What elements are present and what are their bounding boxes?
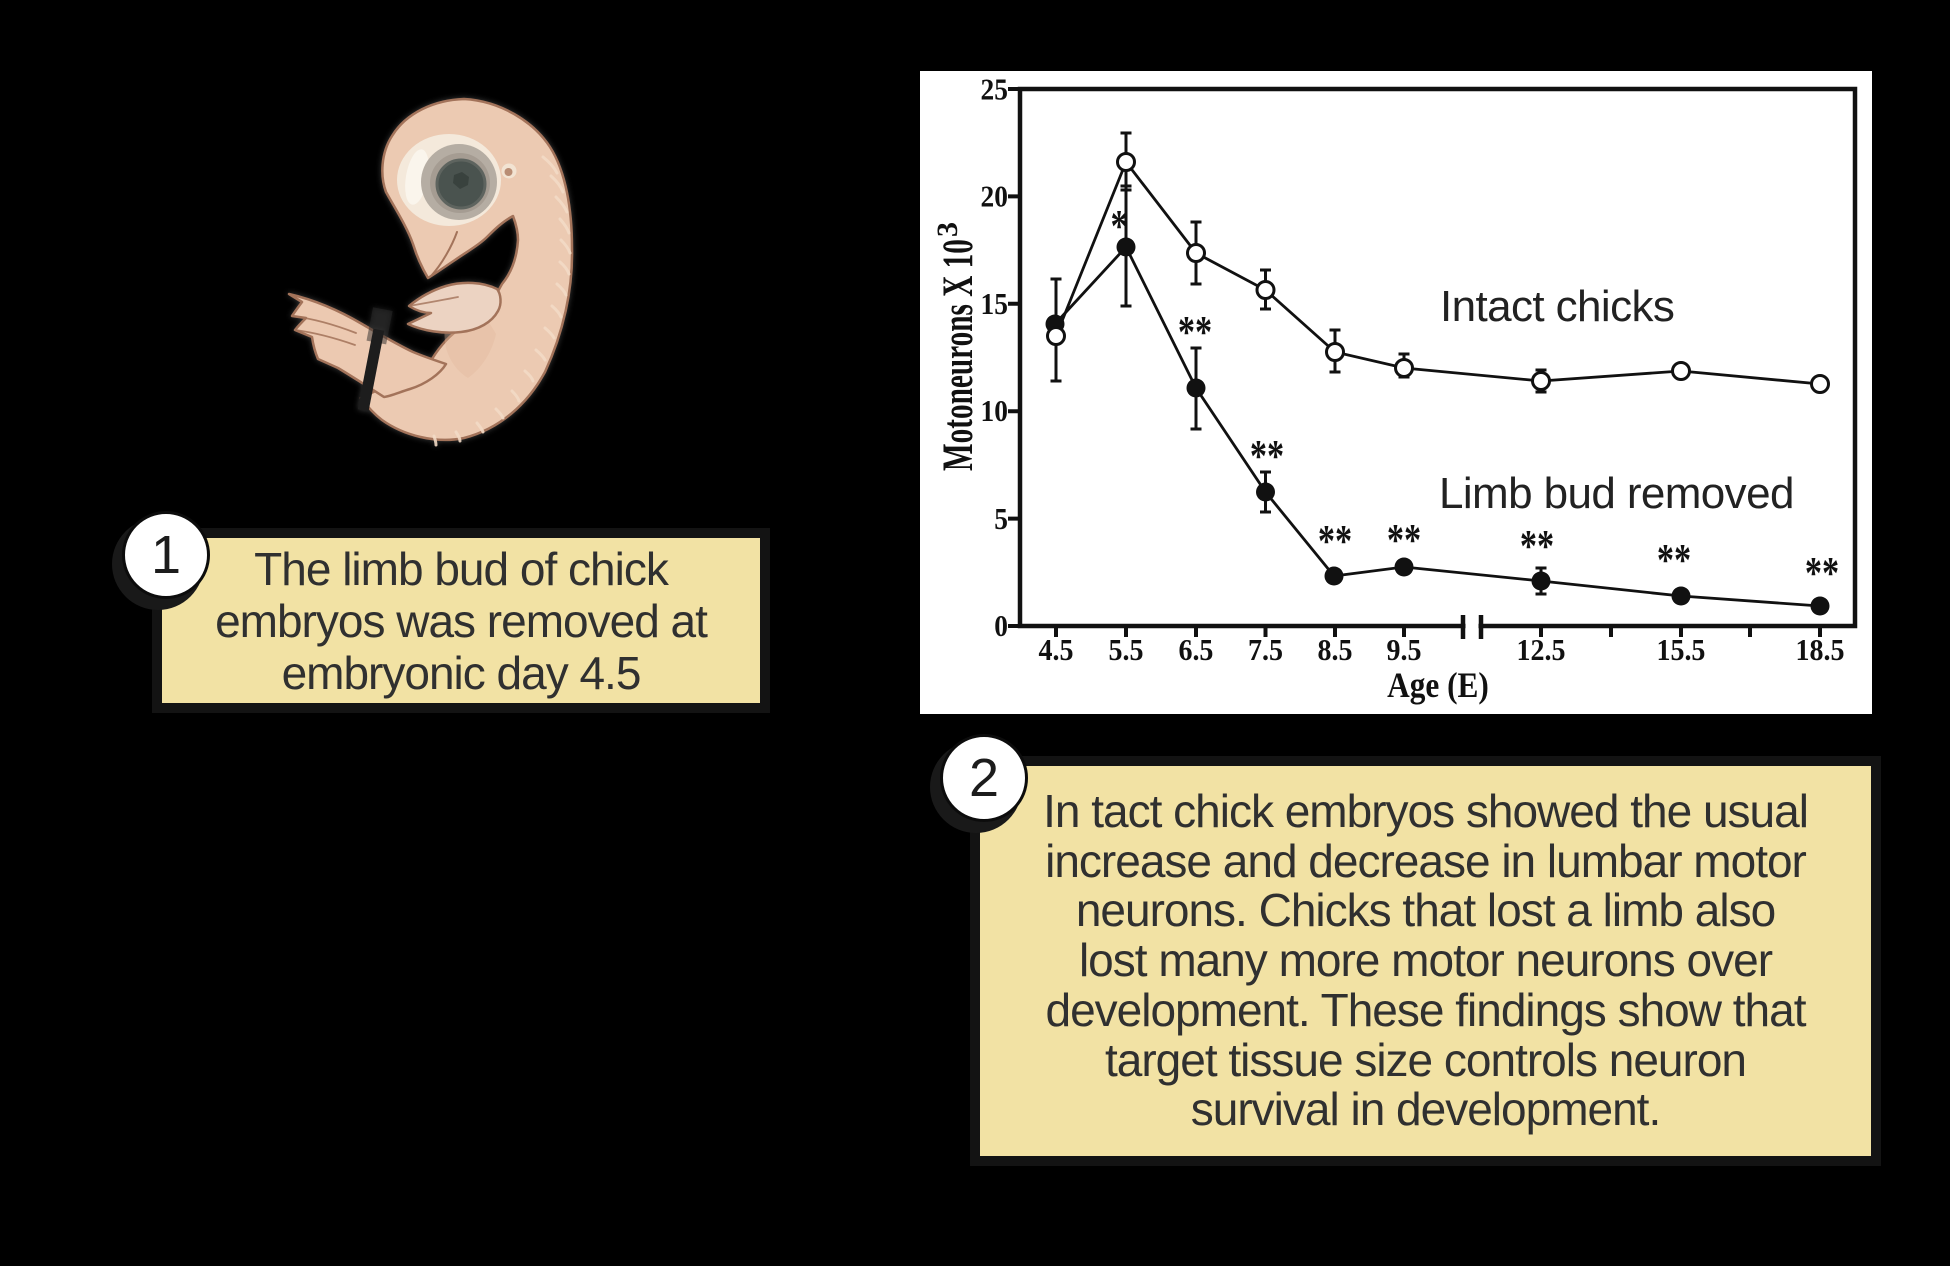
svg-text:25: 25 <box>981 73 1008 107</box>
svg-text:15: 15 <box>981 288 1008 322</box>
svg-text:8.5: 8.5 <box>1318 634 1353 668</box>
svg-text:5: 5 <box>994 503 1008 537</box>
svg-text:**: ** <box>1520 521 1554 572</box>
svg-text:4.5: 4.5 <box>1039 634 1074 668</box>
svg-text:3: 3 <box>931 222 964 237</box>
svg-text:Motoneurons X 10: Motoneurons X 10 <box>933 239 981 471</box>
svg-text:9.5: 9.5 <box>1387 634 1422 668</box>
svg-text:5.5: 5.5 <box>1108 634 1143 668</box>
svg-text:18.5: 18.5 <box>1796 634 1845 668</box>
svg-text:*: * <box>1110 201 1127 252</box>
svg-text:7.5: 7.5 <box>1248 634 1283 668</box>
svg-text:**: ** <box>1178 307 1212 358</box>
svg-text:12.5: 12.5 <box>1517 634 1566 668</box>
svg-text:6.5: 6.5 <box>1178 634 1213 668</box>
svg-text:Intact chicks: Intact chicks <box>1440 282 1674 331</box>
svg-text:10: 10 <box>981 395 1008 429</box>
svg-text:20: 20 <box>981 180 1008 214</box>
svg-text:15.5: 15.5 <box>1656 634 1705 668</box>
svg-text:**: ** <box>1657 535 1691 586</box>
svg-text:**: ** <box>1318 516 1352 567</box>
svg-text:**: ** <box>1387 515 1421 566</box>
svg-text:**: ** <box>1250 431 1284 482</box>
svg-text:0: 0 <box>994 610 1008 644</box>
svg-text:**: ** <box>1805 548 1839 599</box>
svg-text:Limb bud removed: Limb bud removed <box>1439 469 1794 518</box>
svg-text:Age (E): Age (E) <box>1387 666 1489 705</box>
